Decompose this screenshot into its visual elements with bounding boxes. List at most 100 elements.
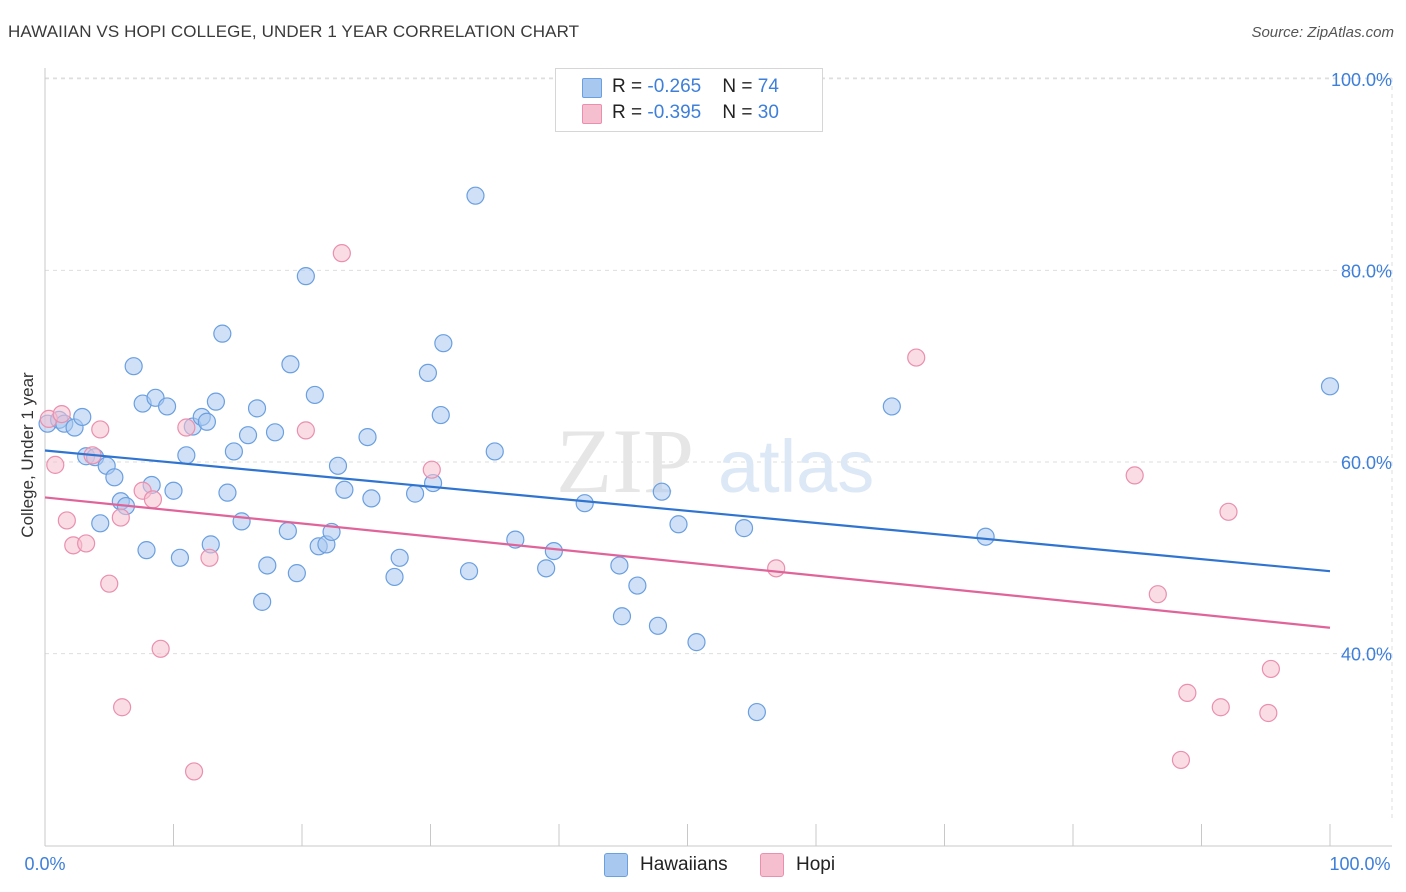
hawaiians-point (976, 527, 995, 546)
hawaiians-point (177, 446, 196, 465)
hawaiians-point (405, 484, 425, 503)
hawaiians-point (575, 494, 594, 513)
hawaiians-trend-line (44, 449, 1331, 573)
hawaiians-point (610, 556, 629, 575)
hopi-point (111, 508, 130, 527)
hawaiians-point (648, 616, 668, 635)
hopi-point (1259, 703, 1278, 723)
hawaiians-point (170, 548, 190, 567)
hopi-point (422, 460, 441, 479)
hawaiians-point (305, 385, 324, 405)
hawaiians-point (652, 482, 671, 501)
hawaiians-point (362, 489, 381, 508)
hawaiians-point (628, 576, 647, 595)
legend-swatch-hopi (760, 853, 784, 877)
hawaiians-point (206, 392, 226, 411)
hawaiians-point (734, 519, 754, 538)
hopi-swatch (582, 104, 602, 124)
legend-swatch-hawaiians (604, 853, 628, 877)
hawaiians-point (91, 514, 110, 533)
chart-title: HAWAIIAN VS HOPI COLLEGE, UNDER 1 YEAR C… (8, 22, 580, 41)
y-tick-label: 60.0% (1341, 453, 1392, 473)
hawaiians-r-label: R = (612, 76, 648, 97)
hopi-point (177, 418, 196, 437)
legend-item-hopi[interactable]: Hopi (760, 853, 835, 877)
hawaiians-point (466, 186, 485, 205)
watermark-zip: ZIP (556, 410, 694, 512)
hawaiians-point (882, 397, 901, 416)
hawaiians-point (224, 442, 243, 461)
hawaiians-point (544, 541, 563, 561)
hawaiians-point (258, 556, 277, 575)
hopi-point (1125, 466, 1144, 485)
y-tick-label: 80.0% (1341, 261, 1392, 281)
hawaiians-point (265, 423, 285, 442)
x-tick-label: 0.0% (24, 854, 65, 874)
hawaiians-point (1320, 377, 1340, 396)
hawaiians-n-label: N = (722, 76, 758, 97)
hopi-point (1211, 698, 1230, 717)
legend-label-hopi: Hopi (796, 854, 836, 875)
hawaiians-point (218, 483, 237, 502)
hawaiians-point (485, 442, 504, 461)
hopi-n-value: 30 (757, 102, 779, 123)
hawaiians-n-value: 74 (757, 76, 779, 97)
hopi-point (100, 574, 119, 593)
hawaiians-point (137, 541, 156, 560)
hawaiians-swatch (582, 78, 602, 98)
source-label: Source: ZipAtlas.com (1251, 24, 1394, 41)
hopi-point (296, 421, 315, 440)
hopi-point (184, 762, 204, 781)
hopi-trend-line (44, 496, 1331, 629)
hopi-point (151, 639, 170, 658)
hawaiians-point (73, 407, 92, 427)
hawaiians-point (296, 267, 315, 286)
hawaiians-point (335, 480, 354, 499)
hawaiians-point (164, 481, 183, 500)
hawaiians-point (418, 363, 438, 383)
hawaiians-point (431, 405, 450, 425)
y-axis-label: College, Under 1 year (18, 372, 37, 538)
tick-labels: 40.0% 60.0% 80.0% 100.0% 0.0% 100.0% (24, 70, 1392, 874)
hopi-point (200, 548, 219, 567)
hawaiians-point (247, 399, 267, 418)
hopi-point (1219, 502, 1238, 521)
watermark-atlas: atlas (718, 425, 874, 508)
hawaiians-point (328, 456, 348, 475)
hawaiians-point (434, 334, 453, 353)
legend-label-hawaiians: Hawaiians (640, 854, 728, 875)
hawaiians-point (197, 412, 217, 431)
hopi-point (77, 534, 96, 553)
hawaiians-point (459, 562, 479, 581)
hopi-point (1148, 585, 1167, 604)
hopi-point (332, 244, 351, 263)
hawaiians-point (105, 468, 124, 487)
watermark: ZIP atlas (556, 410, 874, 512)
data-points (38, 186, 1340, 781)
hawaiians-point (358, 427, 377, 447)
hawaiians-point (253, 592, 272, 611)
hawaiians-r-value: -0.265 (647, 76, 702, 97)
hawaiians-point (390, 548, 409, 567)
hopi-n-label: N = (722, 102, 758, 123)
hawaiians-point (157, 397, 177, 416)
legend-item-hawaiians[interactable]: Hawaiians (604, 853, 728, 877)
y-tick-label: 100.0% (1331, 70, 1392, 90)
hawaiians-point (278, 521, 297, 541)
hawaiians-point (287, 564, 306, 583)
hopi-point (57, 511, 76, 530)
hawaiians-point (669, 515, 688, 534)
hawaiians-point (213, 324, 232, 343)
hopi-point (52, 405, 71, 424)
hopi-point (112, 698, 132, 717)
hopi-point (91, 420, 110, 439)
hopi-point (1178, 683, 1197, 702)
hopi-point (1261, 659, 1280, 679)
hawaiians-point (747, 702, 766, 722)
hopi-r-label: R = (612, 102, 648, 123)
axes (44, 68, 1392, 847)
trend-lines (44, 449, 1331, 629)
hawaiians-point (385, 567, 404, 587)
hopi-point (143, 490, 163, 509)
